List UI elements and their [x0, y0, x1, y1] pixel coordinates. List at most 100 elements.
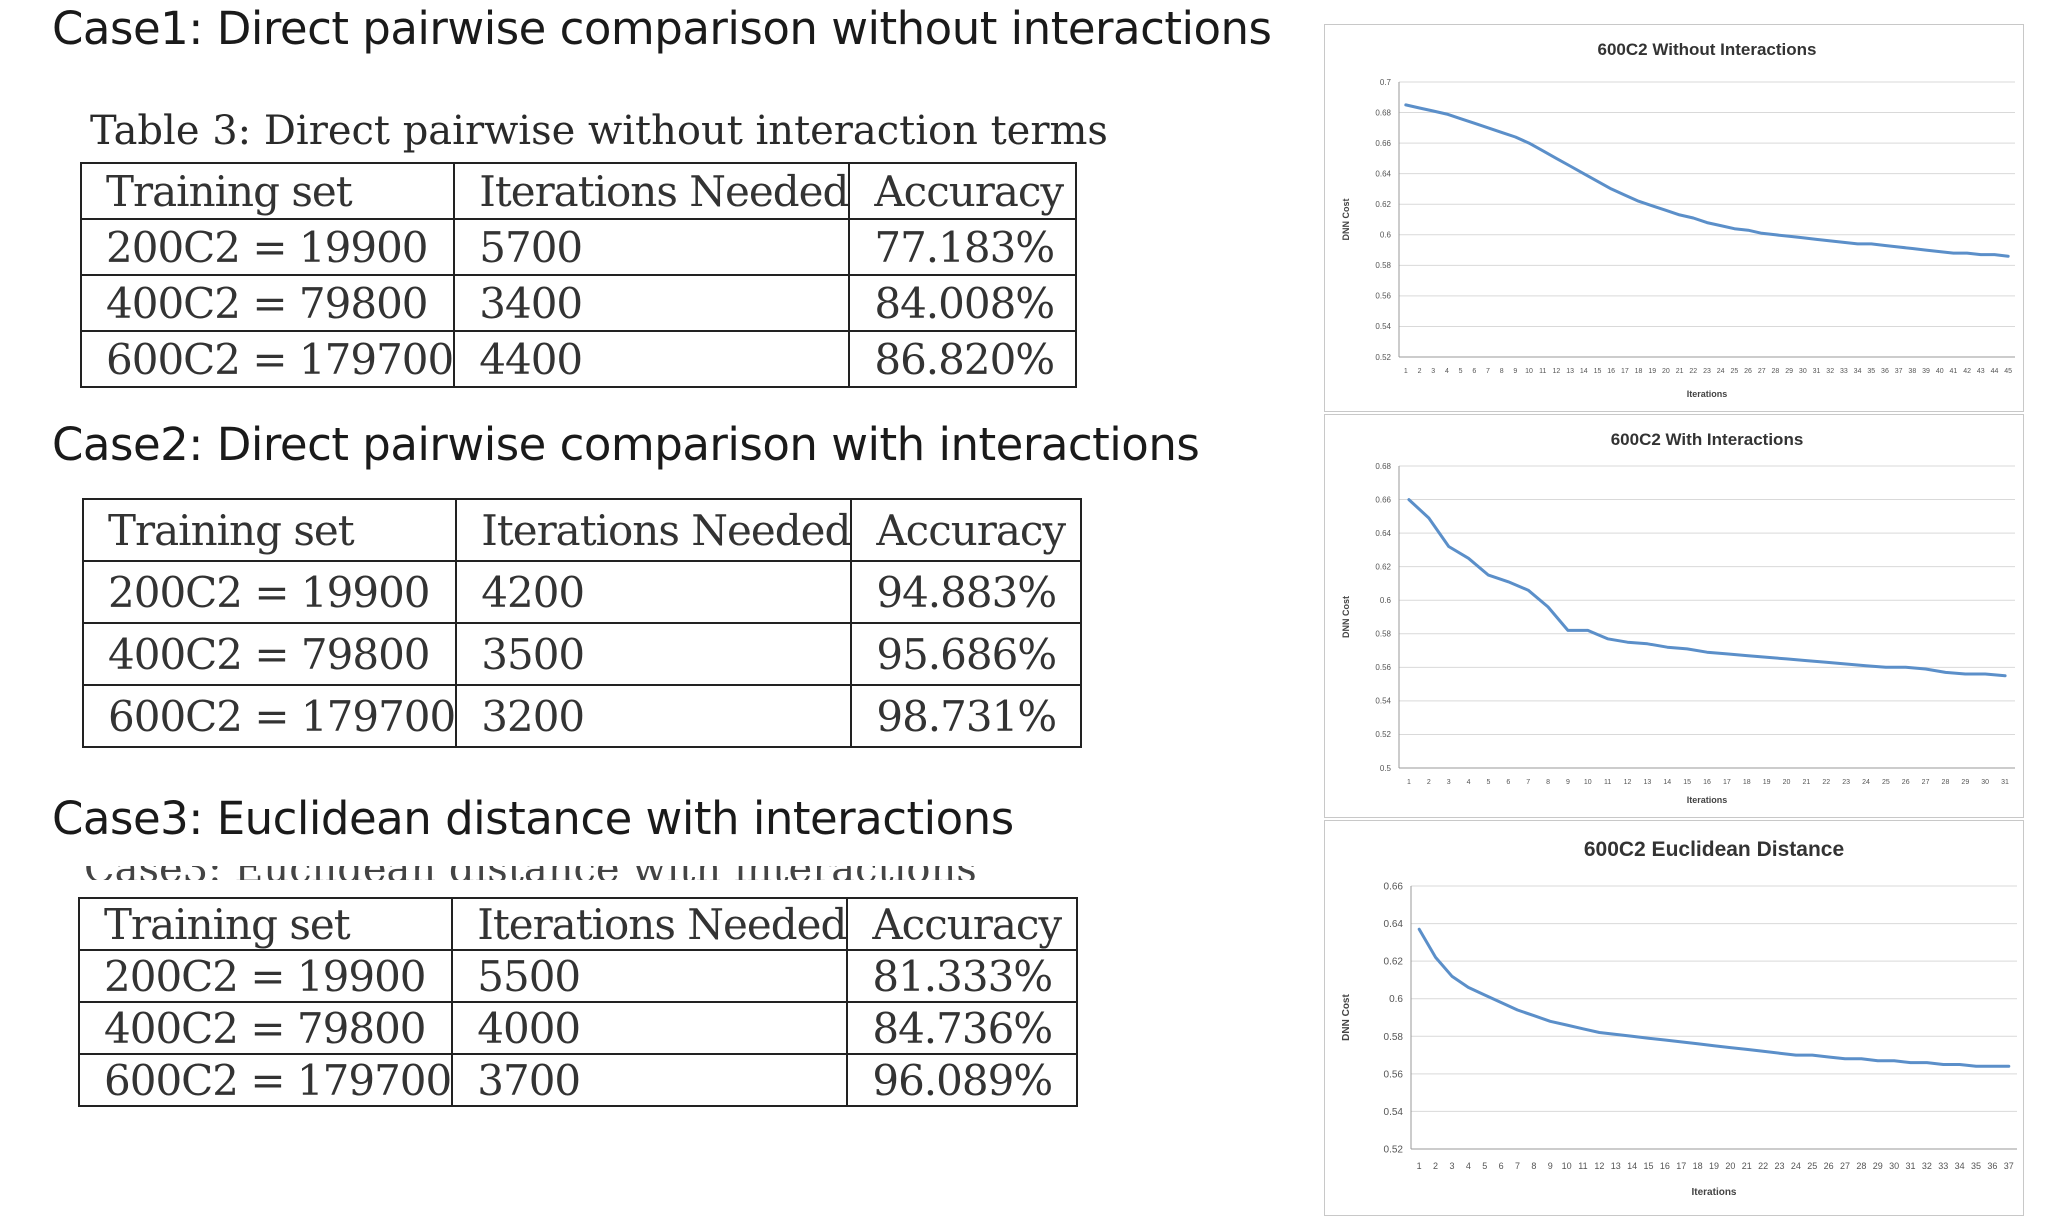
- x-tick-label: 11: [1604, 779, 1611, 786]
- table-row: 600C2 = 179700 4400 86.820%: [79, 330, 1078, 388]
- x-tick-label: 13: [1611, 1161, 1621, 1171]
- clipped-caption: Case3: Euclidean distance with interacti…: [84, 866, 1054, 880]
- x-tick-label: 21: [1802, 779, 1810, 786]
- x-tick-label: 16: [1703, 779, 1711, 786]
- column-header-iterations: Iterations Needed: [455, 498, 853, 562]
- x-tick-label: 26: [1744, 368, 1752, 375]
- case3-table: Training set Iterations Needed Accuracy …: [77, 897, 1079, 1107]
- accuracy-cell: 98.731%: [850, 684, 1083, 748]
- x-tick-label: 22: [1822, 779, 1830, 786]
- x-tick-label: 4: [1445, 368, 1449, 375]
- table-row: 400C2 = 79800 4000 84.736%: [77, 1001, 1079, 1055]
- x-tick-label: 17: [1676, 1161, 1686, 1171]
- x-tick-label: 37: [2004, 1161, 2014, 1171]
- iterations-cell: 4400: [453, 330, 851, 388]
- case1-heading: Case1: Direct pairwise comparison withou…: [52, 2, 1272, 55]
- x-tick-label: 19: [1709, 1161, 1719, 1171]
- x-tick-label: 31: [1906, 1161, 1916, 1171]
- chart-with-interactions-panel: 600C2 With Interactions 0.5 0.52 0.54 0.56 0.…: [1324, 414, 2024, 818]
- x-tick-label: 2: [1427, 779, 1431, 786]
- y-tick-label: 0.7: [1380, 78, 1392, 87]
- y-tick-label: 0.58: [1375, 630, 1391, 639]
- x-tick-label: 17: [1723, 779, 1731, 786]
- x-tick-label: 3: [1449, 1161, 1454, 1171]
- x-tick-label: 24: [1862, 779, 1870, 786]
- x-tick-label: 26: [1902, 779, 1910, 786]
- x-tick-label: 28: [1772, 368, 1780, 375]
- table-header-row: Training set Iterations Needed Accuracy: [81, 498, 1083, 562]
- x-tick-label: 16: [1660, 1161, 1670, 1171]
- y-tick-label: 0.64: [1375, 169, 1391, 178]
- y-axis-label: DNN Cost: [1341, 596, 1351, 638]
- x-tick-label: 34: [1955, 1161, 1965, 1171]
- accuracy-cell: 84.736%: [846, 1001, 1079, 1055]
- y-tick-label: 0.54: [1375, 697, 1391, 706]
- x-tick-label: 15: [1643, 1161, 1653, 1171]
- x-tick-label: 18: [1693, 1161, 1703, 1171]
- x-tick-label: 33: [1938, 1161, 1948, 1171]
- x-tick-label: 7: [1526, 779, 1530, 786]
- x-tick-label: 2: [1433, 1161, 1438, 1171]
- x-tick-label: 26: [1824, 1161, 1834, 1171]
- case2-heading: Case2: Direct pairwise comparison with i…: [52, 418, 1200, 471]
- iterations-cell: 4000: [451, 1001, 849, 1055]
- x-axis-label: Iterations: [1687, 389, 1728, 399]
- chart-without-interactions-panel: 600C2 Without Interactions 0.52 0.54 0.56 0.…: [1324, 24, 2024, 412]
- x-tick-label: 3: [1447, 779, 1451, 786]
- accuracy-cell: 84.008%: [848, 274, 1078, 332]
- x-tick-label: 40: [1936, 368, 1944, 375]
- y-tick-label: 0.58: [1375, 261, 1391, 270]
- x-tick-label: 45: [2004, 368, 2012, 375]
- x-tick-label: 19: [1648, 368, 1656, 375]
- table-row: 400C2 = 79800 3500 95.686%: [81, 622, 1083, 686]
- x-tick-label: 24: [1791, 1161, 1801, 1171]
- table-row: 200C2 = 19900 5500 81.333%: [77, 949, 1079, 1003]
- y-tick-label: 0.66: [1375, 495, 1391, 504]
- x-tick-label: 5: [1482, 1161, 1487, 1171]
- x-tick-label: 33: [1840, 368, 1848, 375]
- column-header-accuracy: Accuracy: [848, 162, 1078, 220]
- x-tick-label: 20: [1662, 368, 1670, 375]
- x-tick-label: 22: [1689, 368, 1697, 375]
- y-tick-label: 0.6: [1389, 994, 1403, 1005]
- column-header-accuracy: Accuracy: [850, 498, 1083, 562]
- x-tick-label: 30: [1889, 1161, 1899, 1171]
- x-tick-label: 41: [1950, 368, 1958, 375]
- x-tick-label: 44: [1991, 368, 1999, 375]
- y-tick-label: 0.66: [1375, 139, 1391, 148]
- iterations-cell: 3400: [453, 274, 851, 332]
- training-set-cell: 200C2 = 19900: [81, 560, 458, 624]
- x-tick-label: 25: [1807, 1161, 1817, 1171]
- x-tick-label: 8: [1546, 779, 1550, 786]
- chart-euclidean-distance-panel: 600C2 Euclidean Distance 0.52 0.54 0.56 0.58…: [1324, 820, 2024, 1216]
- y-tick-label: 0.68: [1375, 108, 1391, 117]
- x-tick-label: 23: [1775, 1161, 1785, 1171]
- y-tick-label: 0.64: [1375, 529, 1391, 538]
- x-tick-label: 1: [1407, 779, 1411, 786]
- x-tick-label: 23: [1842, 779, 1850, 786]
- training-set-cell: 200C2 = 19900: [77, 949, 454, 1003]
- x-tick-label: 16: [1607, 368, 1615, 375]
- accuracy-cell: 77.183%: [848, 218, 1078, 276]
- x-tick-label: 39: [1922, 368, 1930, 375]
- x-tick-label: 7: [1486, 368, 1490, 375]
- table-header-row: Training set Iterations Needed Accuracy: [79, 162, 1078, 220]
- x-tick-label: 31: [1813, 368, 1821, 375]
- x-tick-label: 10: [1584, 779, 1592, 786]
- accuracy-cell: 86.820%: [848, 330, 1078, 388]
- training-set-cell: 600C2 = 179700: [81, 684, 458, 748]
- x-tick-label: 27: [1758, 368, 1766, 375]
- series-line: [1407, 498, 2007, 678]
- x-tick-label: 1: [1417, 1161, 1422, 1171]
- y-tick-label: 0.56: [1375, 663, 1391, 672]
- x-tick-label: 30: [1981, 779, 1989, 786]
- x-tick-label: 30: [1799, 368, 1807, 375]
- x-tick-label: 32: [1826, 368, 1834, 375]
- x-tick-label: 5: [1459, 368, 1463, 375]
- x-tick-label: 5: [1486, 779, 1490, 786]
- accuracy-cell: 96.089%: [846, 1053, 1079, 1107]
- iterations-cell: 5500: [451, 949, 849, 1003]
- x-tick-label: 10: [1562, 1161, 1572, 1171]
- x-tick-label: 31: [2001, 779, 2009, 786]
- column-header-training-set: Training set: [79, 162, 456, 220]
